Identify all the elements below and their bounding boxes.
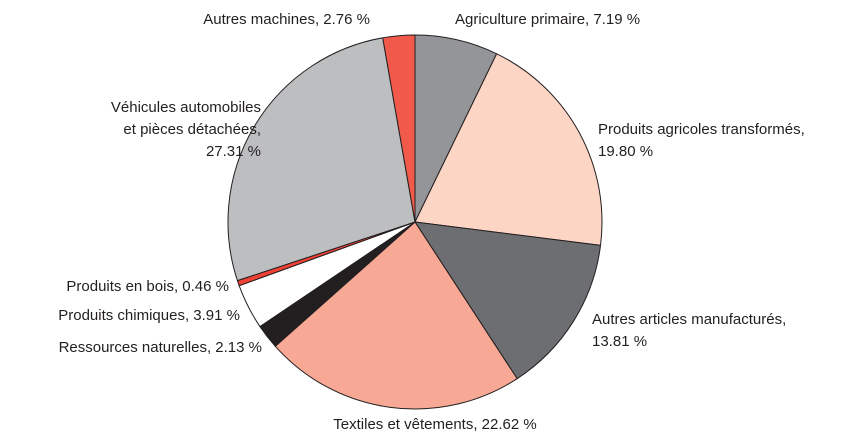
pie-slice: [227, 37, 416, 282]
slice-label: Textiles et vêtements, 22.62 %: [333, 416, 536, 433]
pie-slice: [413, 221, 602, 380]
slice-label: Produits agricoles transformés,: [598, 121, 805, 138]
pie-slice: [382, 34, 416, 223]
slice-label: Agriculture primaire, 7.19 %: [455, 11, 640, 28]
slice-label: 27.31 %: [206, 143, 261, 160]
slice-label: 13.81 %: [592, 333, 647, 350]
slice-label: Véhicules automobiles: [111, 99, 261, 116]
slice-label: 19.80 %: [598, 143, 653, 160]
slice-label: Autres articles manufacturés,: [592, 311, 786, 328]
slice-label: Autres machines, 2.76 %: [203, 11, 370, 28]
slice-label: et pièces détachées,: [123, 121, 261, 138]
slice-label: Ressources naturelles, 2.13 %: [59, 339, 262, 356]
slice-label: Produits en bois, 0.46 %: [66, 278, 229, 295]
pie-slice: [414, 53, 603, 246]
pie-slice: [274, 221, 518, 410]
slice-label: Produits chimiques, 3.91 %: [58, 307, 240, 324]
